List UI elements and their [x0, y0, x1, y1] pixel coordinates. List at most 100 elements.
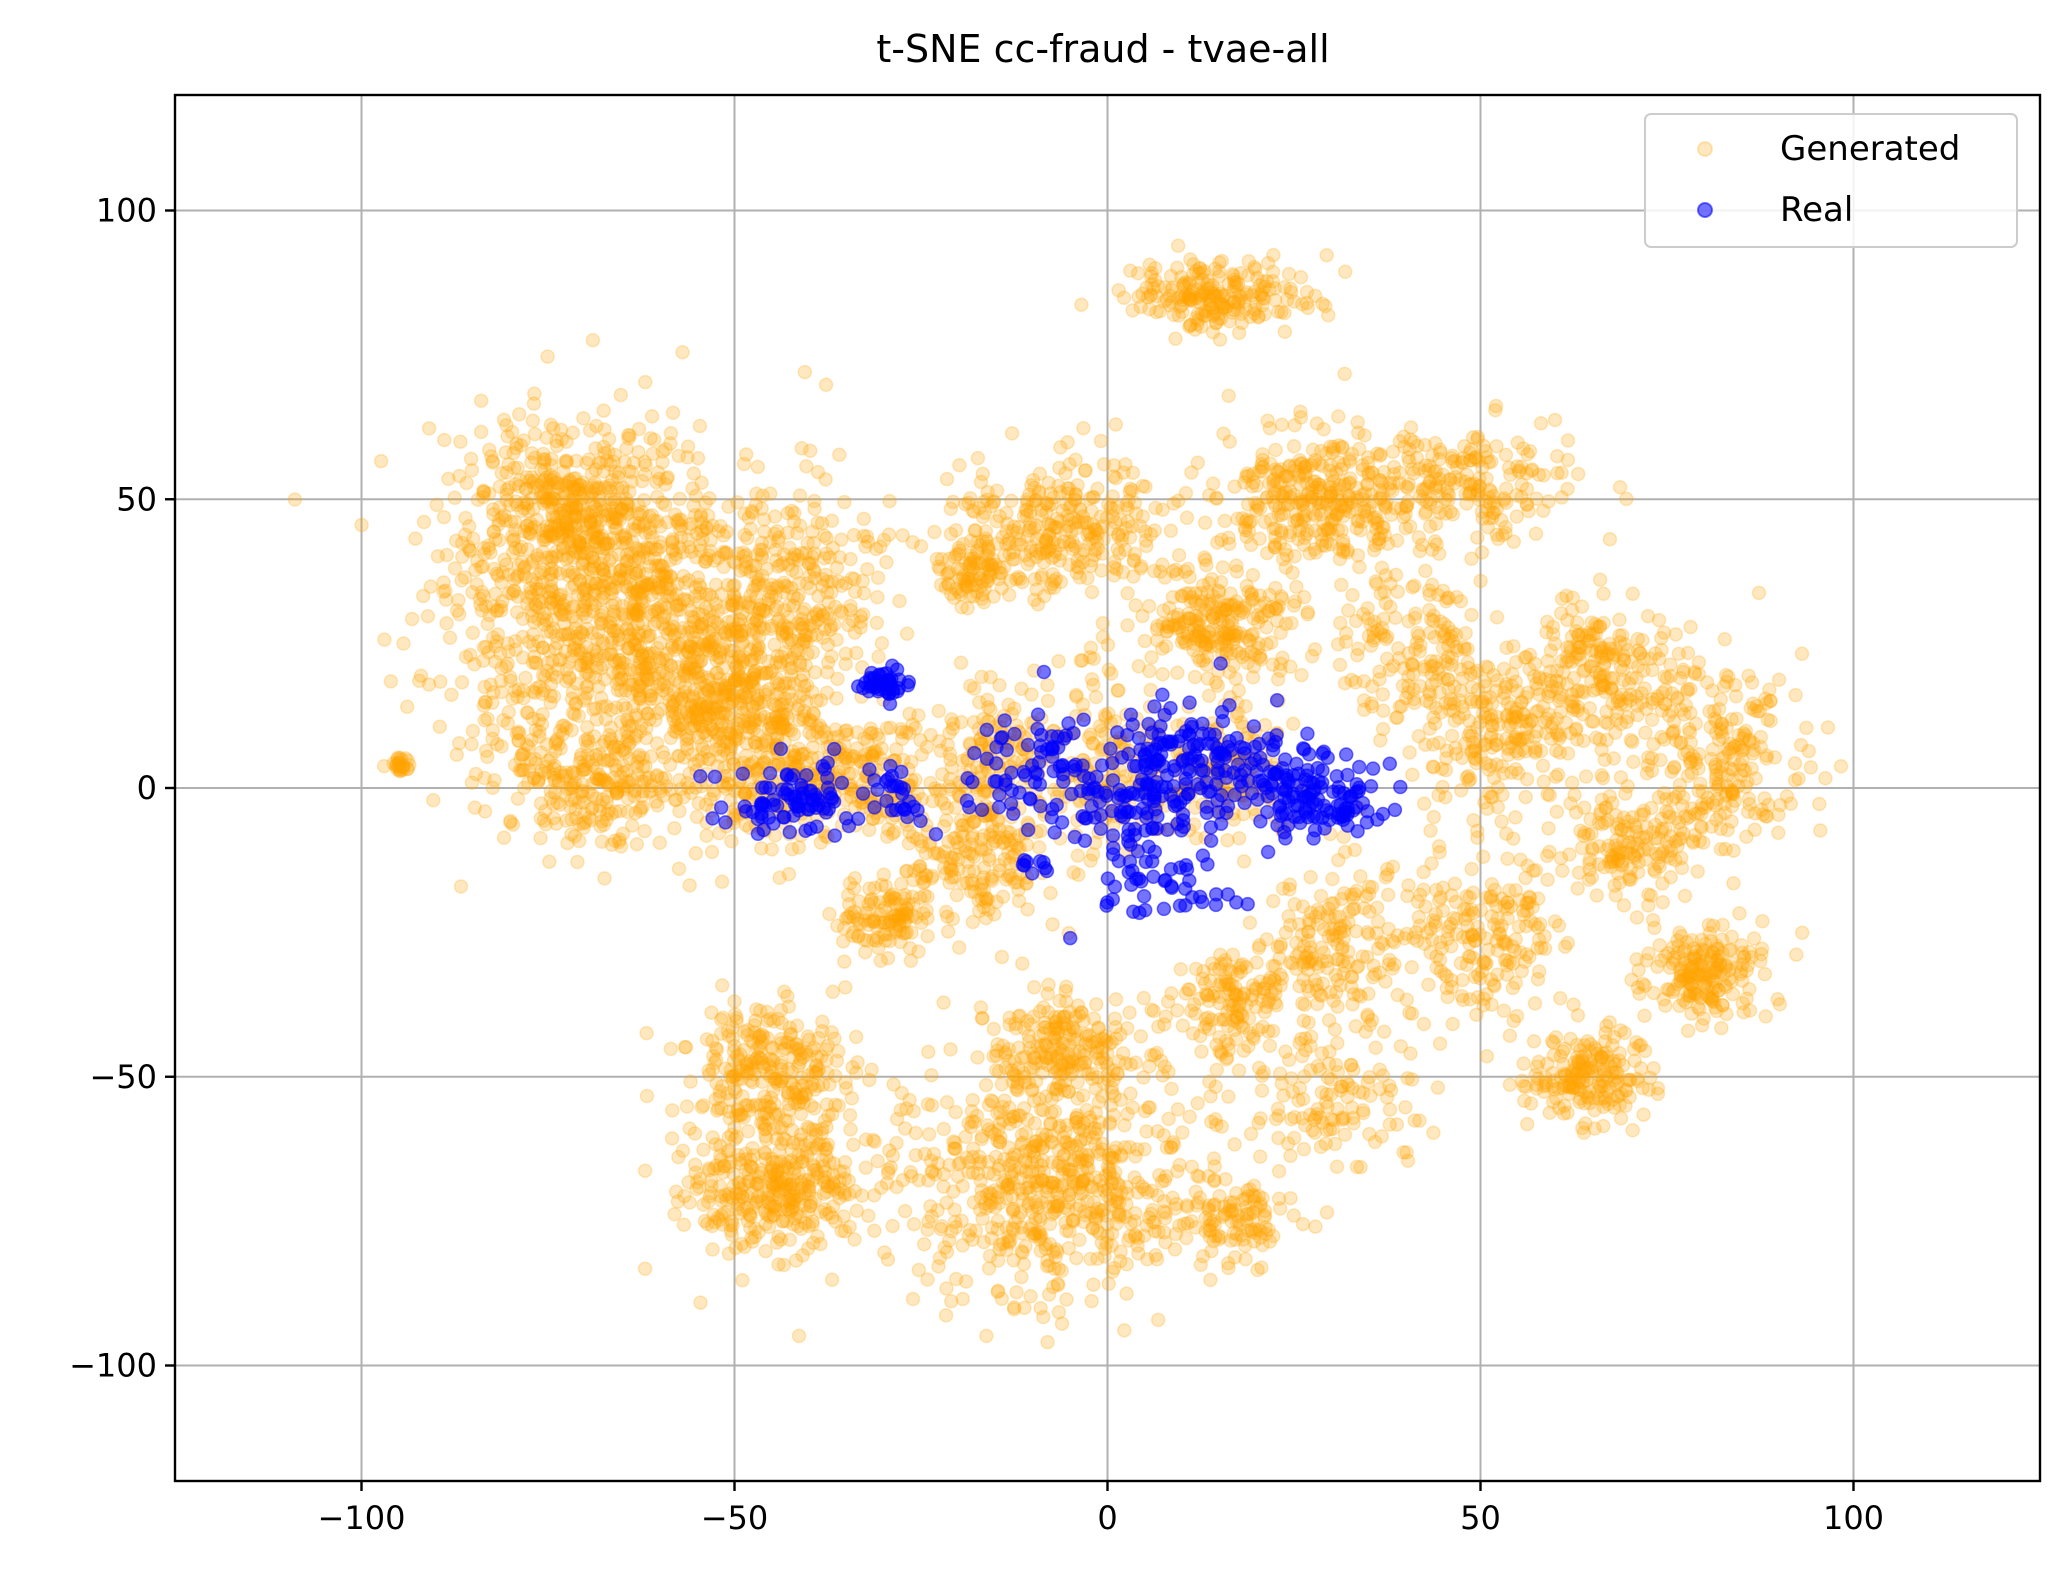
scatter-point-generated: [605, 514, 620, 530]
scatter-point-generated: [599, 541, 614, 556]
scatter-point-generated: [792, 518, 808, 533]
scatter-point-generated: [1211, 584, 1227, 600]
scatter-point-generated: [532, 582, 547, 597]
scatter-point-generated: [707, 553, 722, 568]
scatter-point-generated: [1187, 669, 1203, 685]
scatter-point-generated: [587, 538, 603, 554]
scatter-point-generated: [681, 661, 697, 677]
scatter-point-generated: [675, 544, 691, 560]
scatter-point-generated: [646, 432, 662, 448]
scatter-point-generated: [464, 775, 480, 790]
scatter-point-generated: [944, 862, 960, 878]
scatter-point-generated: [730, 721, 745, 737]
scatter-point-generated: [537, 617, 552, 632]
scatter-point-generated: [650, 798, 665, 813]
scatter-point-generated: [663, 581, 678, 597]
scatter-point-generated: [791, 633, 806, 648]
scatter-point-generated: [894, 876, 909, 892]
scatter-point-generated: [702, 717, 718, 733]
scatter-point-generated: [1547, 412, 1563, 428]
scatter-point-generated: [546, 810, 562, 826]
scatter-point-generated: [691, 619, 707, 635]
scatter-point-generated: [688, 846, 704, 861]
scatter-point-generated: [740, 530, 755, 546]
scatter-point-generated: [591, 772, 606, 787]
scatter-point-generated: [716, 546, 732, 562]
scatter-point-generated: [516, 746, 532, 761]
scatter-point-generated: [565, 765, 580, 781]
scatter-point-generated: [638, 660, 654, 676]
scatter-point-generated: [602, 478, 617, 493]
scatter-point-generated: [610, 511, 625, 526]
scatter-point-generated: [597, 445, 613, 461]
scatter-point-generated: [615, 606, 631, 622]
scatter-point-generated: [373, 453, 389, 469]
scatter-point-generated: [942, 551, 957, 566]
scatter-point-generated: [546, 621, 561, 636]
scatter-point-generated: [1029, 582, 1044, 597]
scatter-point-generated: [594, 738, 610, 753]
scatter-point-generated: [633, 724, 648, 739]
scatter-point-generated: [579, 639, 594, 655]
scatter-point-generated: [1488, 402, 1503, 418]
scatter-point-generated: [1170, 493, 1186, 509]
scatter-point-generated: [465, 723, 481, 739]
scatter-point-generated: [580, 592, 595, 608]
scatter-point-generated: [588, 481, 604, 497]
scatter-point-generated: [1095, 616, 1111, 631]
scatter-point-generated: [705, 518, 720, 534]
scatter-point-generated: [638, 374, 653, 390]
scatter-point-generated: [955, 536, 971, 552]
scatter-point-generated: [572, 537, 588, 553]
scatter-point-generated: [528, 598, 544, 614]
scatter-point-generated: [1360, 477, 1375, 493]
scatter-point-generated: [481, 645, 496, 660]
scatter-point-generated: [670, 576, 685, 592]
scatter-point-generated: [820, 637, 836, 652]
scatter-point-generated: [754, 841, 769, 856]
scatter-point-generated: [596, 590, 611, 606]
scatter-point-generated: [691, 796, 706, 811]
scatter-point-generated: [1120, 586, 1135, 601]
scatter-point-generated: [483, 449, 499, 464]
scatter-point-generated: [557, 627, 573, 642]
scatter-point-generated: [1051, 654, 1066, 669]
scatter-point-generated: [511, 682, 526, 697]
scatter-point-generated: [976, 828, 991, 843]
scatter-point-generated: [511, 724, 526, 740]
scatter-point-generated: [1050, 520, 1066, 535]
scatter-point-generated: [1077, 515, 1092, 530]
scatter-point-generated: [1163, 268, 1179, 284]
scatter-point-generated: [1084, 671, 1100, 687]
scatter-point-generated: [665, 590, 680, 606]
scatter-point-generated: [716, 689, 731, 705]
scatter-point-generated: [555, 718, 570, 734]
scatter-point-generated: [694, 515, 710, 530]
scatter-point-generated: [1162, 600, 1177, 616]
scatter-point-generated: [578, 602, 593, 618]
scatter-point-generated: [711, 650, 727, 665]
scatter-point-generated: [899, 626, 915, 641]
scatter-point-generated: [1337, 366, 1352, 382]
scatter-point-generated: [711, 550, 726, 566]
scatter-point-generated: [685, 691, 701, 706]
scatter-point-generated: [464, 736, 479, 752]
scatter-point-generated: [870, 570, 886, 586]
scatter-point-generated: [681, 780, 696, 795]
scatter-point-generated: [1560, 452, 1576, 468]
scatter-point-generated: [1033, 823, 1048, 839]
scatter-point-generated: [619, 535, 634, 551]
scatter-point-generated: [1088, 689, 1104, 705]
scatter-point-generated: [651, 560, 666, 575]
scatter-point-generated: [612, 512, 628, 527]
scatter-point-generated: [1280, 469, 1295, 485]
scatter-point-generated: [693, 543, 708, 558]
scatter-point-generated: [782, 675, 797, 691]
scatter-point-generated: [498, 445, 514, 460]
scatter-point-generated: [566, 550, 581, 565]
scatter-point-generated: [430, 549, 446, 564]
scatter-point-generated: [587, 524, 602, 540]
scatter-point-generated: [1209, 491, 1224, 506]
scatter-point-generated: [568, 510, 584, 525]
